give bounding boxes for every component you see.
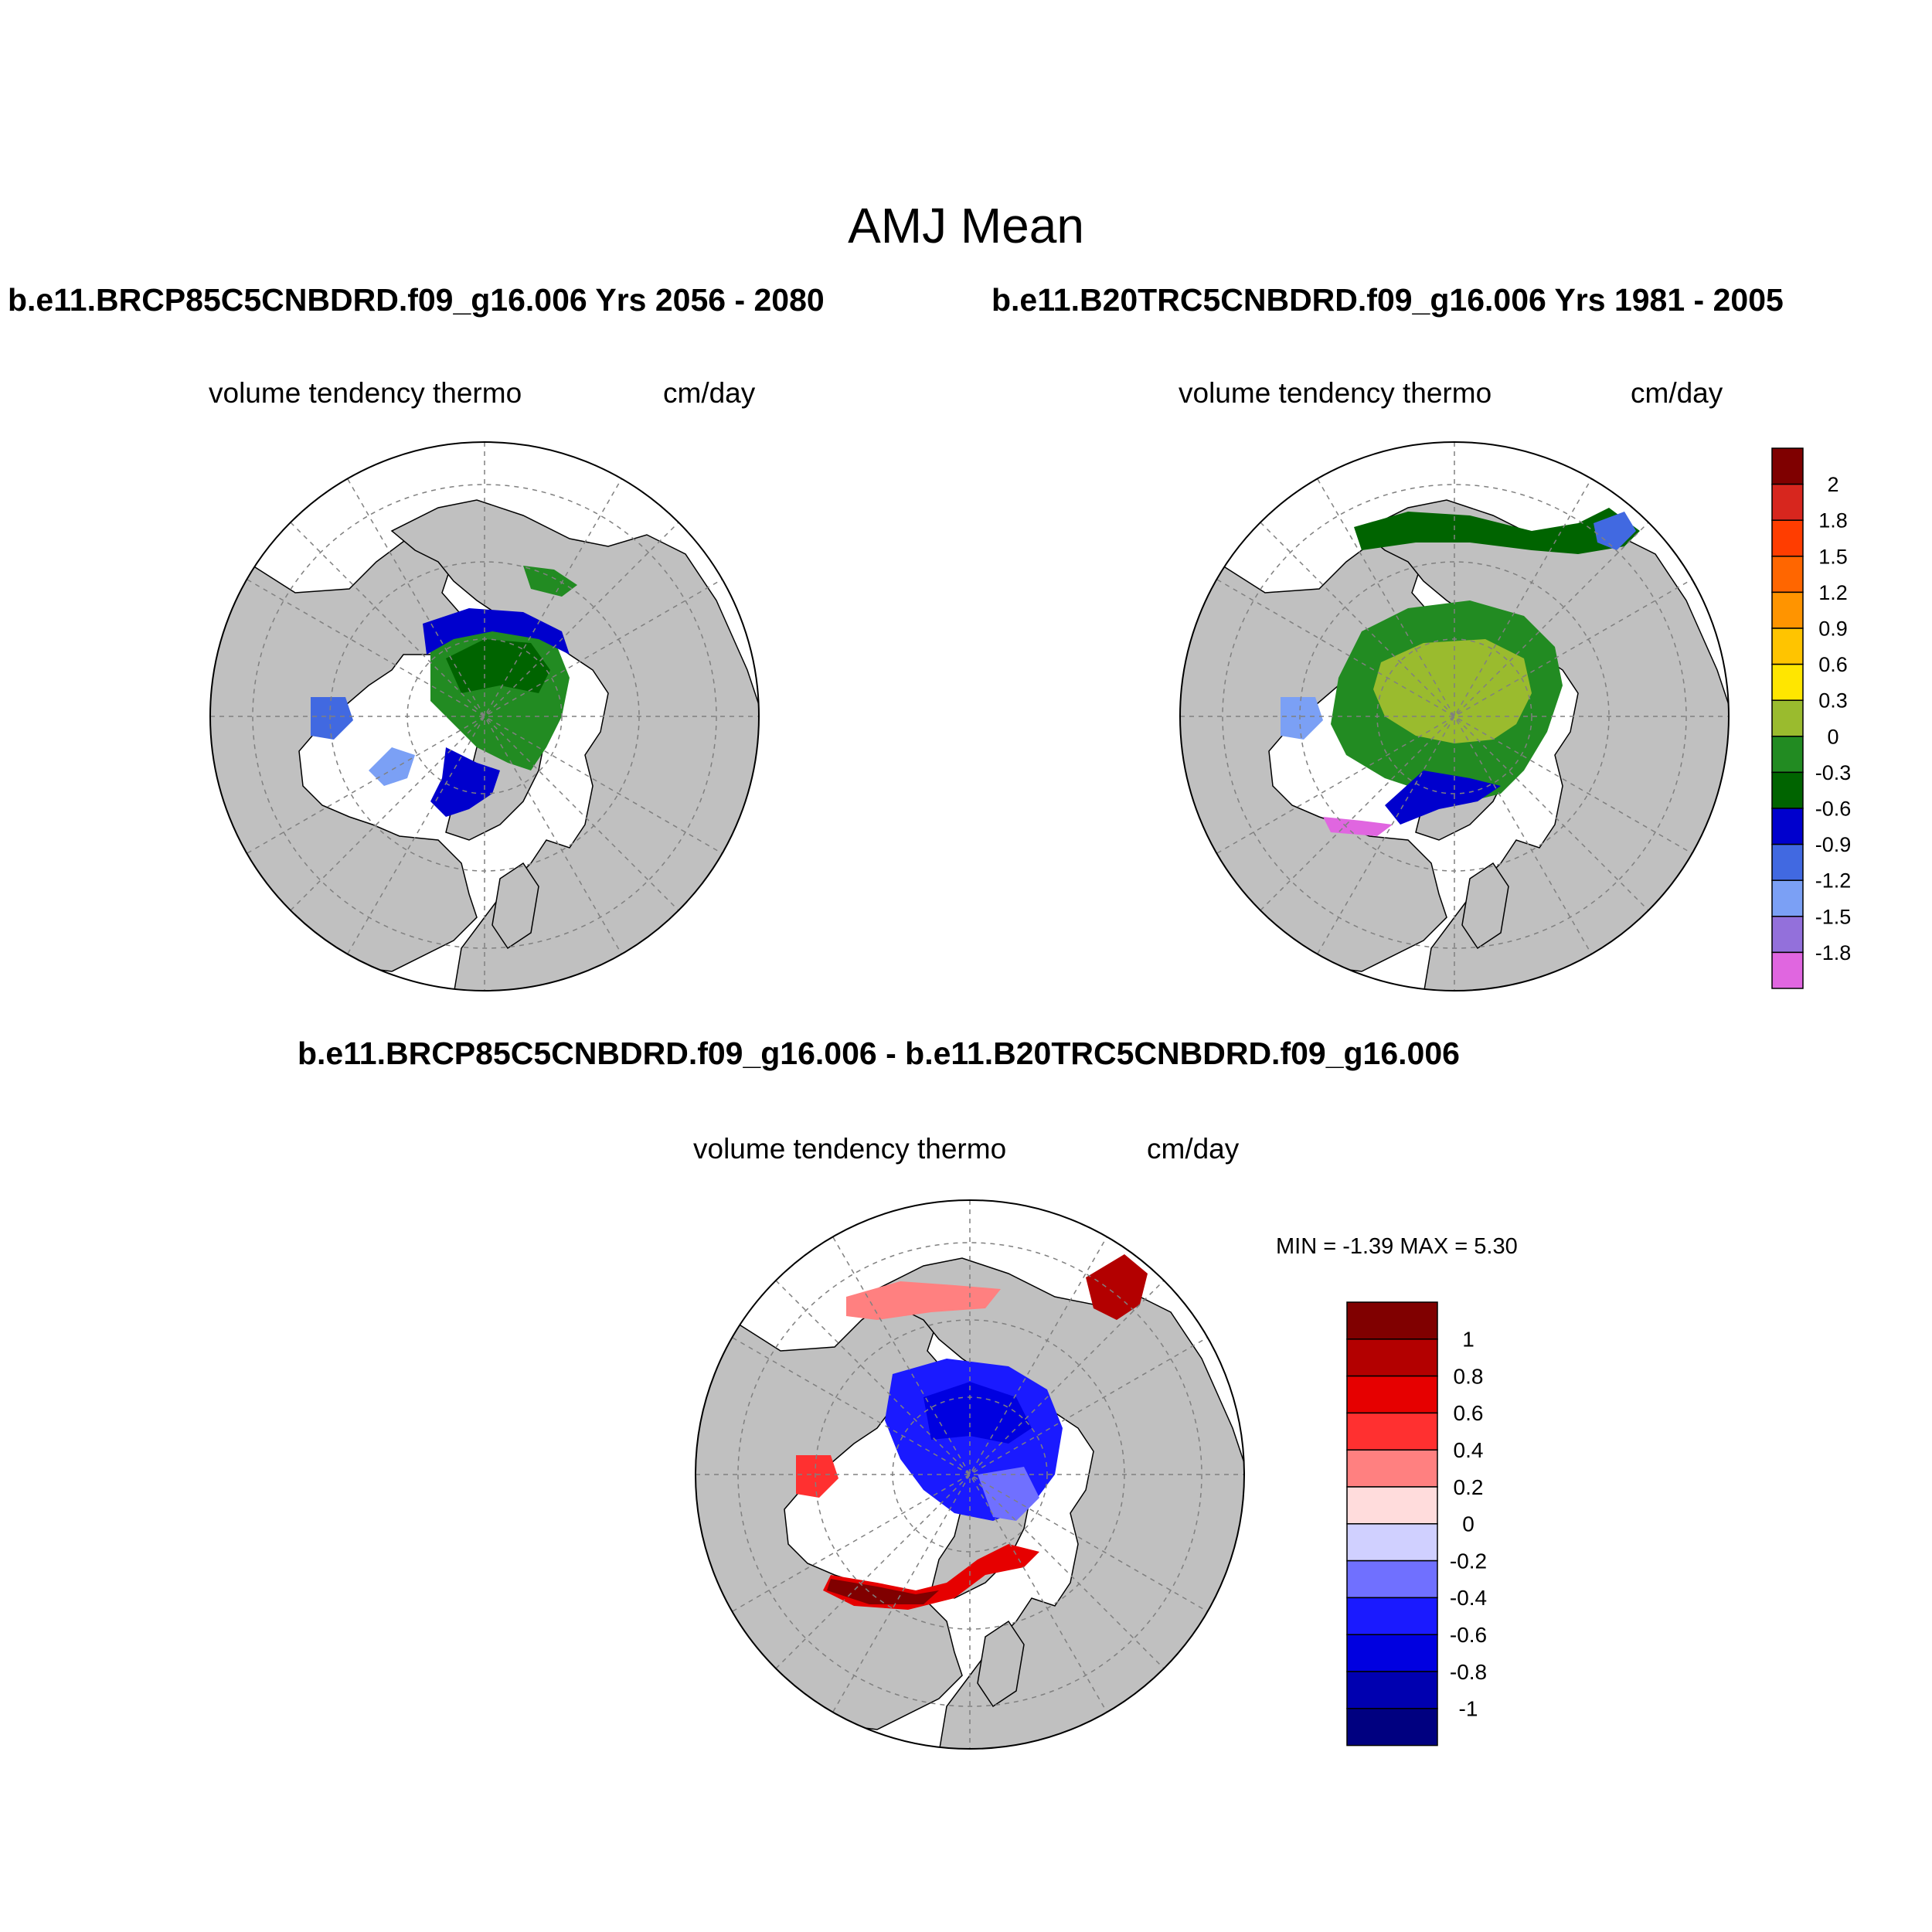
colorbar-diff-tick-label-8: -0.6 xyxy=(1450,1623,1487,1647)
colorbar-diff-tick-label-1: 0.8 xyxy=(1454,1364,1484,1388)
diff-red-hudson xyxy=(796,1455,838,1498)
land-scandinavia xyxy=(977,1620,1025,1708)
colorbar-mean-swatch-8 xyxy=(1771,736,1804,774)
colorbar-mean-tick-label-6: 0.3 xyxy=(1818,689,1848,713)
colorbar-mean-tick-label-13: -1.8 xyxy=(1815,941,1852,964)
colorbar-diff-tick-label-4: 0.2 xyxy=(1454,1475,1484,1499)
panel1-variable: volume tendency thermo xyxy=(209,377,522,409)
colorbar-diff-swatch-2 xyxy=(1346,1375,1438,1414)
colorbar-mean-swatch-3 xyxy=(1771,556,1804,594)
colorbar-diff-swatch-6 xyxy=(1346,1523,1438,1562)
colorbar-mean-swatch-9 xyxy=(1771,771,1804,809)
colorbar-mean-swatch-13 xyxy=(1771,916,1804,954)
colorbar-mean-swatch-6 xyxy=(1771,663,1804,701)
colorbar-mean-tick-label-2: 1.5 xyxy=(1818,545,1848,568)
colorbar-mean-tick-label-11: -1.2 xyxy=(1815,869,1852,893)
colorbar-diff: 1 0.8 0.6 0.4 0.2 0 -0.2 -0.4 -0.6 -0.8 -1 xyxy=(1346,1301,1487,1747)
colorbar-mean-tick-label-8: -0.3 xyxy=(1815,761,1852,784)
field-green-okhotsk xyxy=(523,566,577,597)
colorbar-mean-swatch-5 xyxy=(1771,628,1804,665)
colorbar-mean-tick-label-4: 0.9 xyxy=(1818,617,1848,640)
figure-title: AMJ Mean xyxy=(848,198,1084,253)
colorbar-diff-tick-label-0: 1 xyxy=(1462,1328,1475,1352)
colorbar-mean-swatch-11 xyxy=(1771,843,1804,881)
map-panel-3 xyxy=(695,1199,1245,1750)
colorbar-mean-tick-label-9: -0.6 xyxy=(1815,797,1852,820)
panel3-case-title: b.e11.BRCP85C5CNBDRD.f09_g16.006 - b.e11… xyxy=(298,1036,1460,1071)
field-blue-hudson xyxy=(1281,697,1323,740)
panel3-variable: volume tendency thermo xyxy=(693,1133,1007,1165)
panel3-minmax: MIN = -1.39 MAX = 5.30 xyxy=(1276,1234,1518,1259)
colorbar-diff-swatch-5 xyxy=(1346,1486,1438,1525)
diff-darkblue-core xyxy=(923,1382,1032,1444)
diff-darkred-arc xyxy=(827,1579,939,1604)
colorbar-mean-tick-label-1: 1.8 xyxy=(1818,509,1848,532)
field-blue-baffin xyxy=(369,747,415,786)
colorbar-mean-swatch-10 xyxy=(1771,808,1804,845)
colorbar-diff-swatch-0 xyxy=(1346,1301,1438,1340)
land-scandinavia xyxy=(1461,862,1509,950)
field-blue-okhotsk xyxy=(1594,512,1636,550)
colorbar-mean-tick-label-0: 2 xyxy=(1827,473,1838,496)
colorbar-mean-swatch-0 xyxy=(1771,447,1804,485)
colorbar-diff-swatch-11 xyxy=(1346,1708,1438,1747)
map-panel-2 xyxy=(1179,441,1730,992)
field-blue-lower xyxy=(1385,770,1501,825)
field-magenta xyxy=(1323,817,1393,836)
map-border xyxy=(209,441,760,992)
colorbar-diff-swatch-8 xyxy=(1346,1597,1438,1635)
colorbar-mean-swatch-4 xyxy=(1771,591,1804,629)
panel2-variable: volume tendency thermo xyxy=(1179,377,1492,409)
colorbar-mean-swatch-14 xyxy=(1771,951,1804,989)
colorbar-diff-tick-label-5: 0 xyxy=(1462,1512,1475,1536)
colorbar-diff-swatch-10 xyxy=(1346,1671,1438,1709)
colorbar-diff-swatch-9 xyxy=(1346,1634,1438,1672)
diff-lightblue xyxy=(978,1467,1039,1521)
colorbar-diff-swatch-3 xyxy=(1346,1412,1438,1451)
colorbar-mean-swatch-1 xyxy=(1771,483,1804,521)
colorbar-mean-tick-label-12: -1.5 xyxy=(1815,905,1852,928)
field-blue xyxy=(423,608,570,655)
colorbar-diff-swatch-4 xyxy=(1346,1449,1438,1488)
colorbar-mean-swatch-7 xyxy=(1771,699,1804,737)
land-scandinavia xyxy=(492,862,539,950)
colorbar-mean-swatch-2 xyxy=(1771,519,1804,557)
colorbar-diff-tick-label-9: -0.8 xyxy=(1450,1660,1487,1684)
map-border xyxy=(695,1199,1245,1750)
diff-red-siberia xyxy=(846,1281,1001,1320)
panel1-case-title: b.e11.BRCP85C5CNBDRD.f09_g16.006 Yrs 205… xyxy=(8,282,825,318)
colorbar-mean-tick-label-10: -0.9 xyxy=(1815,833,1852,856)
colorbar-diff-tick-label-7: -0.4 xyxy=(1450,1586,1487,1610)
map-border xyxy=(1179,441,1730,992)
field-green-siberia xyxy=(1354,508,1640,554)
field-darkgreen xyxy=(446,639,550,693)
panel2-case-title: b.e11.B20TRC5CNBDRD.f09_g16.006 Yrs 1981… xyxy=(992,282,1784,318)
panel3-units: cm/day xyxy=(1147,1133,1240,1165)
diff-red-okhotsk xyxy=(1086,1254,1148,1320)
panel1-units: cm/day xyxy=(663,377,756,409)
colorbar-mean-tick-label-5: 0.6 xyxy=(1818,653,1848,676)
colorbar-diff-tick-label-2: 0.6 xyxy=(1454,1401,1484,1425)
field-blue-lower xyxy=(430,747,500,817)
field-blue-hudson xyxy=(311,697,353,740)
colorbar-mean-tick-label-3: 1.2 xyxy=(1818,581,1848,604)
panel2-units: cm/day xyxy=(1631,377,1723,409)
colorbar-diff-tick-label-3: 0.4 xyxy=(1454,1438,1484,1462)
colorbar-mean-tick-label-7: 0 xyxy=(1827,725,1838,748)
field-olive xyxy=(1373,639,1532,743)
colorbar-diff-tick-label-10: -1 xyxy=(1459,1697,1478,1721)
colorbar-mean-swatch-12 xyxy=(1771,879,1804,917)
map-panel-1 xyxy=(209,441,760,992)
colorbar-diff-tick-label-6: -0.2 xyxy=(1450,1549,1487,1573)
colorbar-diff-swatch-7 xyxy=(1346,1560,1438,1599)
colorbar-diff-swatch-1 xyxy=(1346,1338,1438,1377)
colorbar-mean: 2 1.8 1.5 1.2 0.9 0.6 0.3 0 -0.3 -0.6 -0.9 -1.2 -1.5… xyxy=(1771,447,1852,989)
